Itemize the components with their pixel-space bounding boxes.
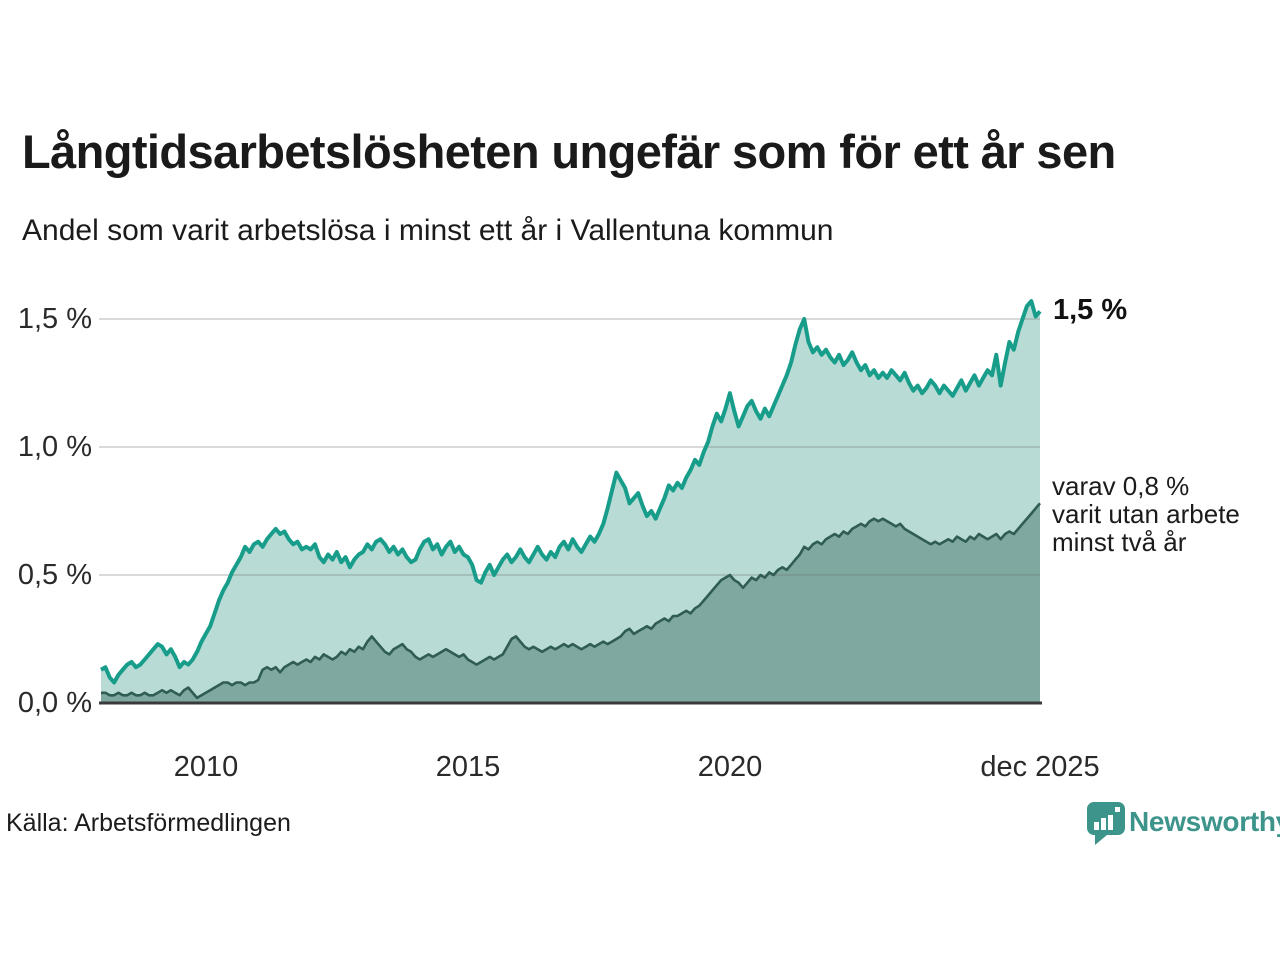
x-tick-dec-2025: dec 2025 bbox=[980, 751, 1100, 783]
two-year-annotation: varav 0,8 % varit utan arbete minst två … bbox=[1052, 472, 1240, 556]
two-year-series-line bbox=[101, 502, 1041, 700]
y-tick-1-0: 1,0 % bbox=[17, 431, 92, 463]
newsworthy-logo-icon bbox=[1087, 802, 1125, 845]
y-tick-0-0: 0,0 % bbox=[17, 687, 92, 719]
two-year-annotation-line3: minst två år bbox=[1052, 527, 1187, 557]
x-tick-2020: 2020 bbox=[697, 751, 763, 783]
x-tick-2015: 2015 bbox=[435, 751, 501, 783]
source-credit: Källa: Arbetsförmedlingen bbox=[6, 809, 291, 837]
total-series-line bbox=[100, 299, 1042, 685]
two-year-annotation-line2: varit utan arbete bbox=[1052, 499, 1240, 529]
page-subtitle: Andel som varit arbetslösa i minst ett å… bbox=[22, 214, 834, 247]
brand-wordmark: Newsworthy bbox=[1129, 806, 1280, 837]
page-title: Långtidsarbetslösheten ungefär som för e… bbox=[22, 125, 1116, 178]
two-year-annotation-line1: varav 0,8 % bbox=[1052, 471, 1190, 501]
y-tick-1-5: 1,5 % bbox=[17, 303, 92, 335]
x-tick-2010: 2010 bbox=[173, 751, 239, 783]
y-tick-0-5: 0,5 % bbox=[17, 559, 92, 591]
two-year-series-area bbox=[101, 503, 1040, 703]
latest-total-label: 1,5 % bbox=[1053, 294, 1128, 326]
